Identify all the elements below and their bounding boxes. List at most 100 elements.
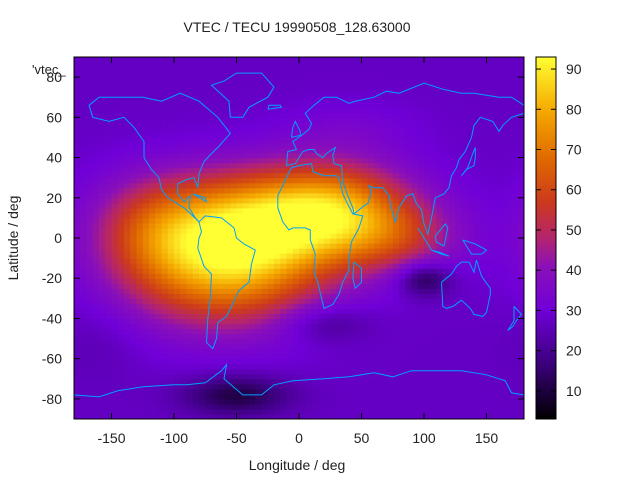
heatmap-cell <box>349 107 356 113</box>
heatmap-cell <box>149 348 156 355</box>
heatmap-cell <box>167 177 175 184</box>
heatmap-cell <box>380 313 388 320</box>
heatmap-cell <box>199 122 206 128</box>
heatmap-cell <box>380 97 388 103</box>
heatmap-cell <box>499 318 506 325</box>
heatmap-cell <box>180 127 188 134</box>
heatmap-cell <box>167 403 175 410</box>
heatmap-cell <box>274 97 281 103</box>
heatmap-cell <box>117 212 125 219</box>
heatmap-cell <box>399 328 406 335</box>
heatmap-cell <box>336 393 344 400</box>
heatmap-cell <box>117 363 125 370</box>
heatmap-cell <box>430 243 438 249</box>
heatmap-cell <box>330 388 338 395</box>
heatmap-cell <box>142 288 150 294</box>
heatmap-cell <box>355 137 363 144</box>
heatmap-cell <box>192 207 200 214</box>
heatmap-cell <box>499 273 506 279</box>
heatmap-cell <box>217 288 225 294</box>
heatmap-cell <box>511 313 519 320</box>
heatmap-cell <box>74 383 81 390</box>
heatmap-cell <box>461 323 469 330</box>
heatmap-cell <box>505 112 513 118</box>
heatmap-cell <box>336 358 344 365</box>
heatmap-cell <box>399 353 406 360</box>
heatmap-cell <box>474 293 481 299</box>
heatmap-cell <box>267 243 275 249</box>
heatmap-cell <box>80 308 88 315</box>
heatmap-cell <box>486 328 494 335</box>
heatmap-cell <box>486 268 494 274</box>
heatmap-cell <box>299 107 306 113</box>
heatmap-cell <box>342 142 350 149</box>
heatmap-cell <box>405 318 413 325</box>
heatmap-cell <box>136 207 144 214</box>
heatmap-cell <box>430 393 438 400</box>
heatmap-cell <box>236 182 244 189</box>
heatmap-cell <box>336 238 344 244</box>
heatmap-cell <box>405 268 413 274</box>
heatmap-cell <box>149 338 156 345</box>
heatmap-cell <box>499 348 506 355</box>
heatmap-cell <box>399 92 406 98</box>
heatmap-cell <box>311 353 319 360</box>
heatmap-cell <box>186 248 194 254</box>
heatmap-cell <box>74 127 81 134</box>
heatmap-cell <box>349 97 356 103</box>
heatmap-cell <box>455 232 463 239</box>
heatmap-cell <box>280 363 288 370</box>
heatmap-cell <box>267 177 275 184</box>
heatmap-cell <box>461 248 469 254</box>
heatmap-cell <box>367 308 375 315</box>
heatmap-cell <box>136 253 144 259</box>
heatmap-cell <box>305 313 313 320</box>
heatmap-cell <box>274 288 281 294</box>
heatmap-cell <box>86 92 94 98</box>
heatmap-cell <box>392 202 400 209</box>
heatmap-cell <box>467 283 475 289</box>
heatmap-cell <box>461 328 469 335</box>
heatmap-cell <box>136 238 144 244</box>
heatmap-cell <box>442 348 450 355</box>
heatmap-cell <box>80 343 88 350</box>
heatmap-cell <box>155 403 163 410</box>
heatmap-cell <box>161 333 169 340</box>
heatmap-cell <box>136 167 144 174</box>
heatmap-cell <box>505 142 513 149</box>
heatmap-cell <box>517 207 524 214</box>
heatmap-cell <box>230 177 238 184</box>
heatmap-cell <box>224 87 231 93</box>
heatmap-cell <box>80 403 88 410</box>
heatmap-cell <box>474 112 481 118</box>
heatmap-cell <box>242 258 250 264</box>
heatmap-cell <box>467 333 475 340</box>
heatmap-cell <box>249 293 256 299</box>
heatmap-cell <box>286 92 294 98</box>
heatmap-cell <box>192 268 200 274</box>
heatmap-cell <box>249 413 256 419</box>
heatmap-cell <box>124 167 131 174</box>
heatmap-cell <box>474 368 481 375</box>
heatmap-cell <box>155 248 163 254</box>
heatmap-cell <box>299 293 306 299</box>
heatmap-cell <box>199 253 206 259</box>
heatmap-cell <box>467 338 475 345</box>
heatmap-cell <box>467 343 475 350</box>
heatmap-cell <box>186 147 194 154</box>
heatmap-cell <box>411 147 419 154</box>
heatmap-cell <box>374 323 381 330</box>
heatmap-cell <box>105 157 113 164</box>
heatmap-cell <box>305 393 313 400</box>
heatmap-cell <box>317 378 325 385</box>
heatmap-cell <box>486 348 494 355</box>
heatmap-cell <box>217 207 225 214</box>
heatmap-cell <box>117 197 125 204</box>
heatmap-cell <box>130 363 138 370</box>
heatmap-cell <box>374 413 381 419</box>
heatmap-cell <box>286 102 294 108</box>
heatmap-cell <box>336 87 344 93</box>
heatmap-cell <box>249 97 256 103</box>
heatmap-cell <box>324 182 331 189</box>
heatmap-cell <box>305 408 313 415</box>
